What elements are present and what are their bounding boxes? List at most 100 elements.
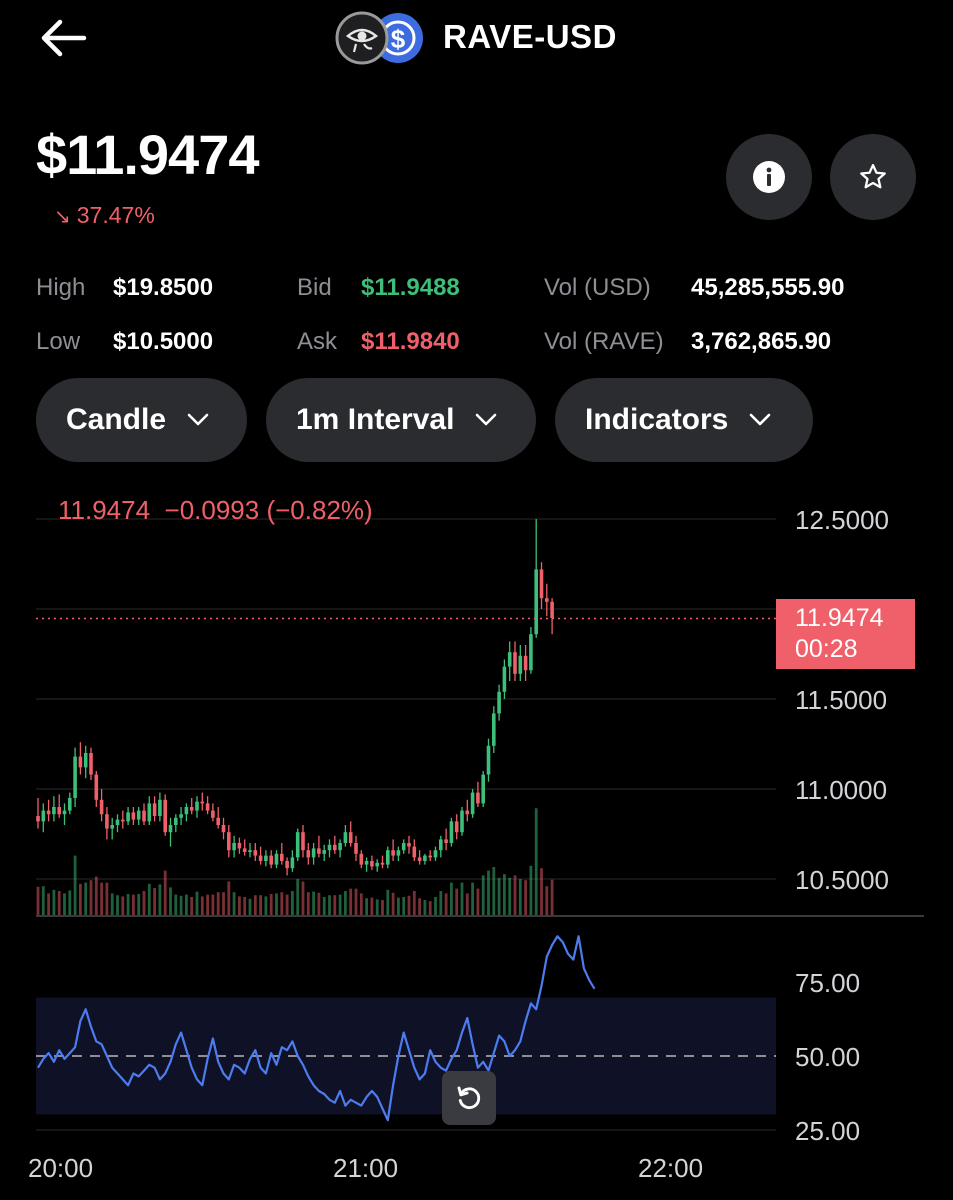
volume-bar [402, 897, 406, 915]
volume-bar [238, 896, 241, 915]
indicators-label: Indicators [585, 403, 729, 436]
volume-bar [259, 895, 262, 915]
candle-body [295, 832, 300, 858]
indicators-dropdown[interactable]: Indicators [555, 378, 813, 462]
volume-bar [291, 891, 294, 915]
rsi-tick-label: 75.00 [795, 968, 860, 998]
candle-body [449, 821, 454, 843]
volume-bar [169, 887, 172, 915]
stat-high: High [36, 274, 85, 302]
y-tick-label: 10.5000 [795, 865, 889, 895]
candle-body [470, 792, 475, 815]
interval-dropdown[interactable]: 1m Interval [266, 378, 536, 462]
volume-bar [163, 870, 167, 915]
candle-body [364, 861, 369, 865]
volume-bar [84, 882, 88, 915]
candle-body [280, 853, 284, 861]
candle-body [523, 655, 528, 671]
volume-bar [79, 883, 82, 915]
volume-bar [312, 891, 315, 915]
svg-text:$: $ [391, 24, 406, 54]
stat-low: Low [36, 328, 80, 356]
candle-body [174, 817, 178, 825]
volume-bar [89, 880, 93, 915]
x-tick-label: 20:00 [28, 1153, 94, 1183]
volume-bar [524, 880, 527, 915]
stat-high-value: $19.8500 [113, 274, 213, 302]
volume-bar [450, 882, 453, 915]
volume-bar [513, 875, 517, 915]
pair-title: RAVE-USD [443, 18, 617, 55]
candle-body [78, 756, 83, 768]
volume-bar [211, 894, 215, 915]
volume-bar [195, 891, 199, 915]
volume-bar [518, 879, 522, 915]
volume-bar [508, 877, 512, 915]
volume-bar [412, 891, 416, 915]
chart-type-dropdown[interactable]: Candle [36, 378, 247, 462]
volume-bar [121, 896, 125, 915]
y-tick-label: 12.5000 [795, 505, 889, 535]
favorite-button[interactable] [830, 134, 916, 220]
stat-value: $10.5000 [113, 328, 214, 355]
candle-body [513, 652, 517, 674]
volume-bar [296, 879, 300, 915]
interval-label: 1m Interval [296, 403, 455, 436]
candle-body [179, 814, 183, 818]
volume-bar [243, 897, 247, 915]
candle-body [401, 843, 406, 851]
volume-bar [534, 808, 538, 915]
volume-bar [126, 894, 130, 915]
volume-bar [68, 890, 72, 915]
volume-bar [179, 895, 183, 915]
candle-body [327, 844, 332, 851]
candle-body [417, 857, 422, 861]
candle-body [195, 801, 199, 811]
volume-bar [100, 882, 103, 915]
candle-body [486, 745, 491, 775]
volume-bar [418, 898, 421, 915]
candle-body [476, 792, 480, 804]
x-tick-label: 21:00 [333, 1153, 399, 1183]
info-button[interactable] [726, 134, 812, 220]
candle-body [497, 691, 501, 714]
candle-body [285, 861, 289, 869]
candle-body [248, 850, 252, 852]
stat-label: Ask [297, 328, 338, 355]
candle-body [258, 855, 263, 861]
y-tick-label: 11.0000 [795, 775, 887, 805]
reset-chart-button[interactable] [442, 1071, 496, 1125]
stat-vol-usd: Vol (USD) [544, 274, 651, 302]
candle-body [73, 756, 77, 798]
volume-bar [52, 889, 56, 915]
stat-vol-rave: Vol (RAVE) [544, 328, 664, 356]
volume-bar [529, 865, 533, 915]
legend-change-pct: (−0.82%) [266, 495, 373, 525]
candle-body [89, 753, 93, 775]
volume-bar [328, 895, 331, 915]
rsi-tick-label: 25.00 [795, 1116, 860, 1146]
candle-body [370, 861, 374, 867]
back-button[interactable] [36, 16, 92, 60]
volume-bar [550, 879, 554, 915]
volume-bar [397, 897, 400, 915]
candle-body [253, 850, 258, 856]
price-chart[interactable]: 12.5000 11.5000 11.0000 10.5000 75.00 50.00 25… [0, 480, 953, 1152]
price-tag-countdown: 00:28 [795, 635, 858, 663]
candle-body [423, 855, 427, 861]
candle-body [105, 814, 109, 829]
volume-bar [465, 893, 469, 915]
volume-bar [94, 876, 98, 915]
candle-body [550, 601, 554, 618]
price-tag-price: 11.9474 [795, 604, 884, 632]
volume-bar [116, 895, 119, 915]
volume-bar [57, 891, 61, 915]
candle-body [163, 799, 167, 833]
candle-body [412, 846, 417, 858]
candle-body [274, 853, 279, 865]
volume-bar [269, 894, 273, 915]
candle-body [386, 850, 390, 865]
candle-body [518, 655, 523, 674]
candle-body [36, 816, 40, 822]
candle-body [492, 713, 496, 746]
